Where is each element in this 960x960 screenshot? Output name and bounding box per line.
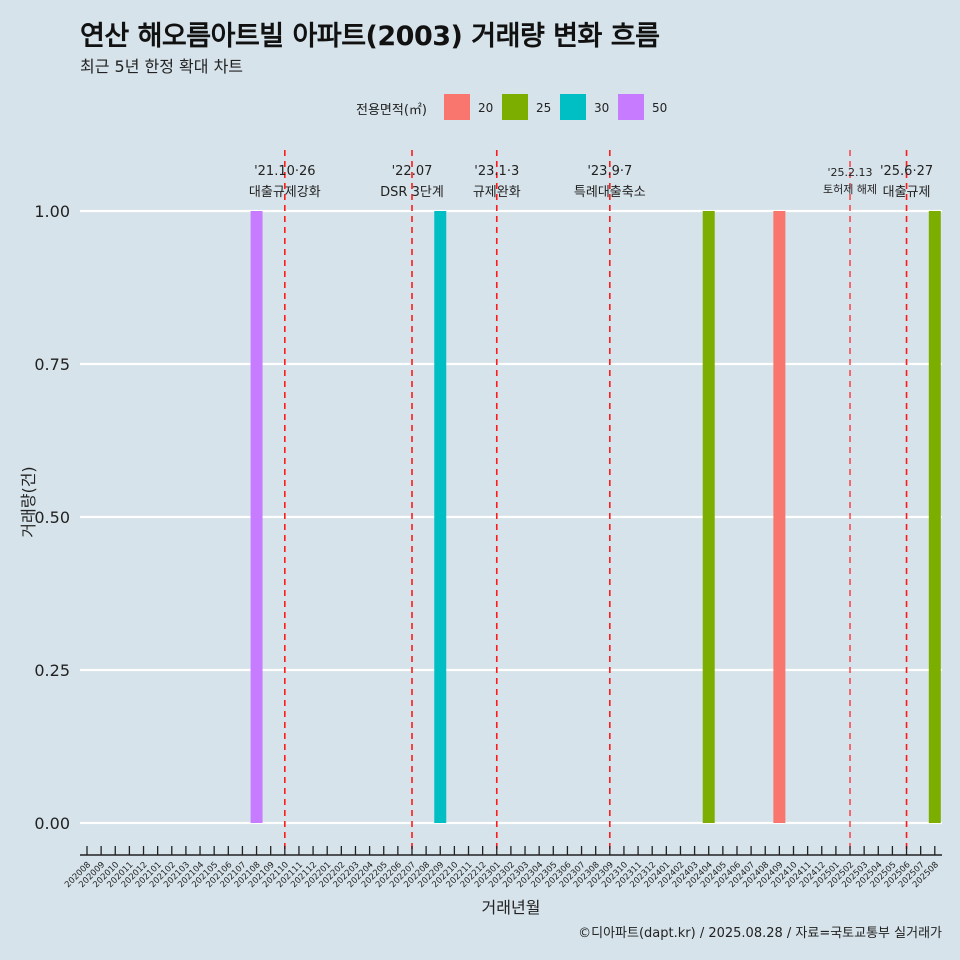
legend-swatch-50 (618, 94, 644, 120)
event-text-label: 대출규제 (883, 185, 931, 200)
chart-title: 연산 해오름아트빌 아파트(2003) 거래량 변화 흐름 (80, 21, 660, 52)
y-tick-label: 0.75 (34, 355, 70, 374)
y-tick-label: 1.00 (34, 202, 70, 221)
event-date-label: '25.2.13 (828, 166, 873, 179)
bar-202409 (773, 211, 786, 823)
event-text-label: DSR 3단계 (380, 185, 444, 200)
legend-label-50: 50 (652, 101, 668, 115)
legend-label-25: 25 (536, 101, 552, 115)
legend-swatch-30 (560, 94, 586, 120)
event-date-label: '21.10·26 (254, 164, 315, 179)
event-text-label: 규제완화 (473, 185, 521, 200)
legend-swatch-25 (502, 94, 528, 120)
event-text-label: 토허제 해제 (823, 182, 877, 196)
bar-202508 (928, 211, 941, 823)
legend-swatch-20 (444, 94, 470, 120)
bar-202404 (702, 211, 715, 823)
x-axis-title: 거래년월 (482, 898, 541, 917)
event-date-label: '23.9·7 (587, 164, 632, 179)
event-text-label: 특례대출축소 (574, 185, 646, 200)
legend-label-20: 20 (478, 101, 494, 115)
event-text-label: 대출규제강화 (249, 185, 321, 200)
bar-202209 (434, 211, 447, 823)
legend-label-30: 30 (594, 101, 610, 115)
source-caption: ©디아파트(dapt.kr) / 2025.08.28 / 자료=국토교통부 실… (578, 926, 942, 941)
legend: 전용면적(㎡) 20 25 30 50 (0, 92, 960, 122)
event-date-label: '23.1·3 (474, 164, 519, 179)
y-tick-label: 0.00 (34, 814, 70, 833)
y-tick-label: 0.25 (34, 661, 70, 680)
legend-title: 전용면적(㎡) (356, 103, 427, 118)
chart-subtitle: 최근 5년 한정 확대 차트 (80, 57, 244, 76)
event-date-label: '22.07 (392, 164, 433, 179)
event-date-label: '25.6·27 (880, 164, 933, 179)
bar-202108 (250, 211, 263, 823)
y-axis-title: 거래량(건) (19, 466, 38, 537)
y-tick-label: 0.50 (34, 508, 70, 527)
